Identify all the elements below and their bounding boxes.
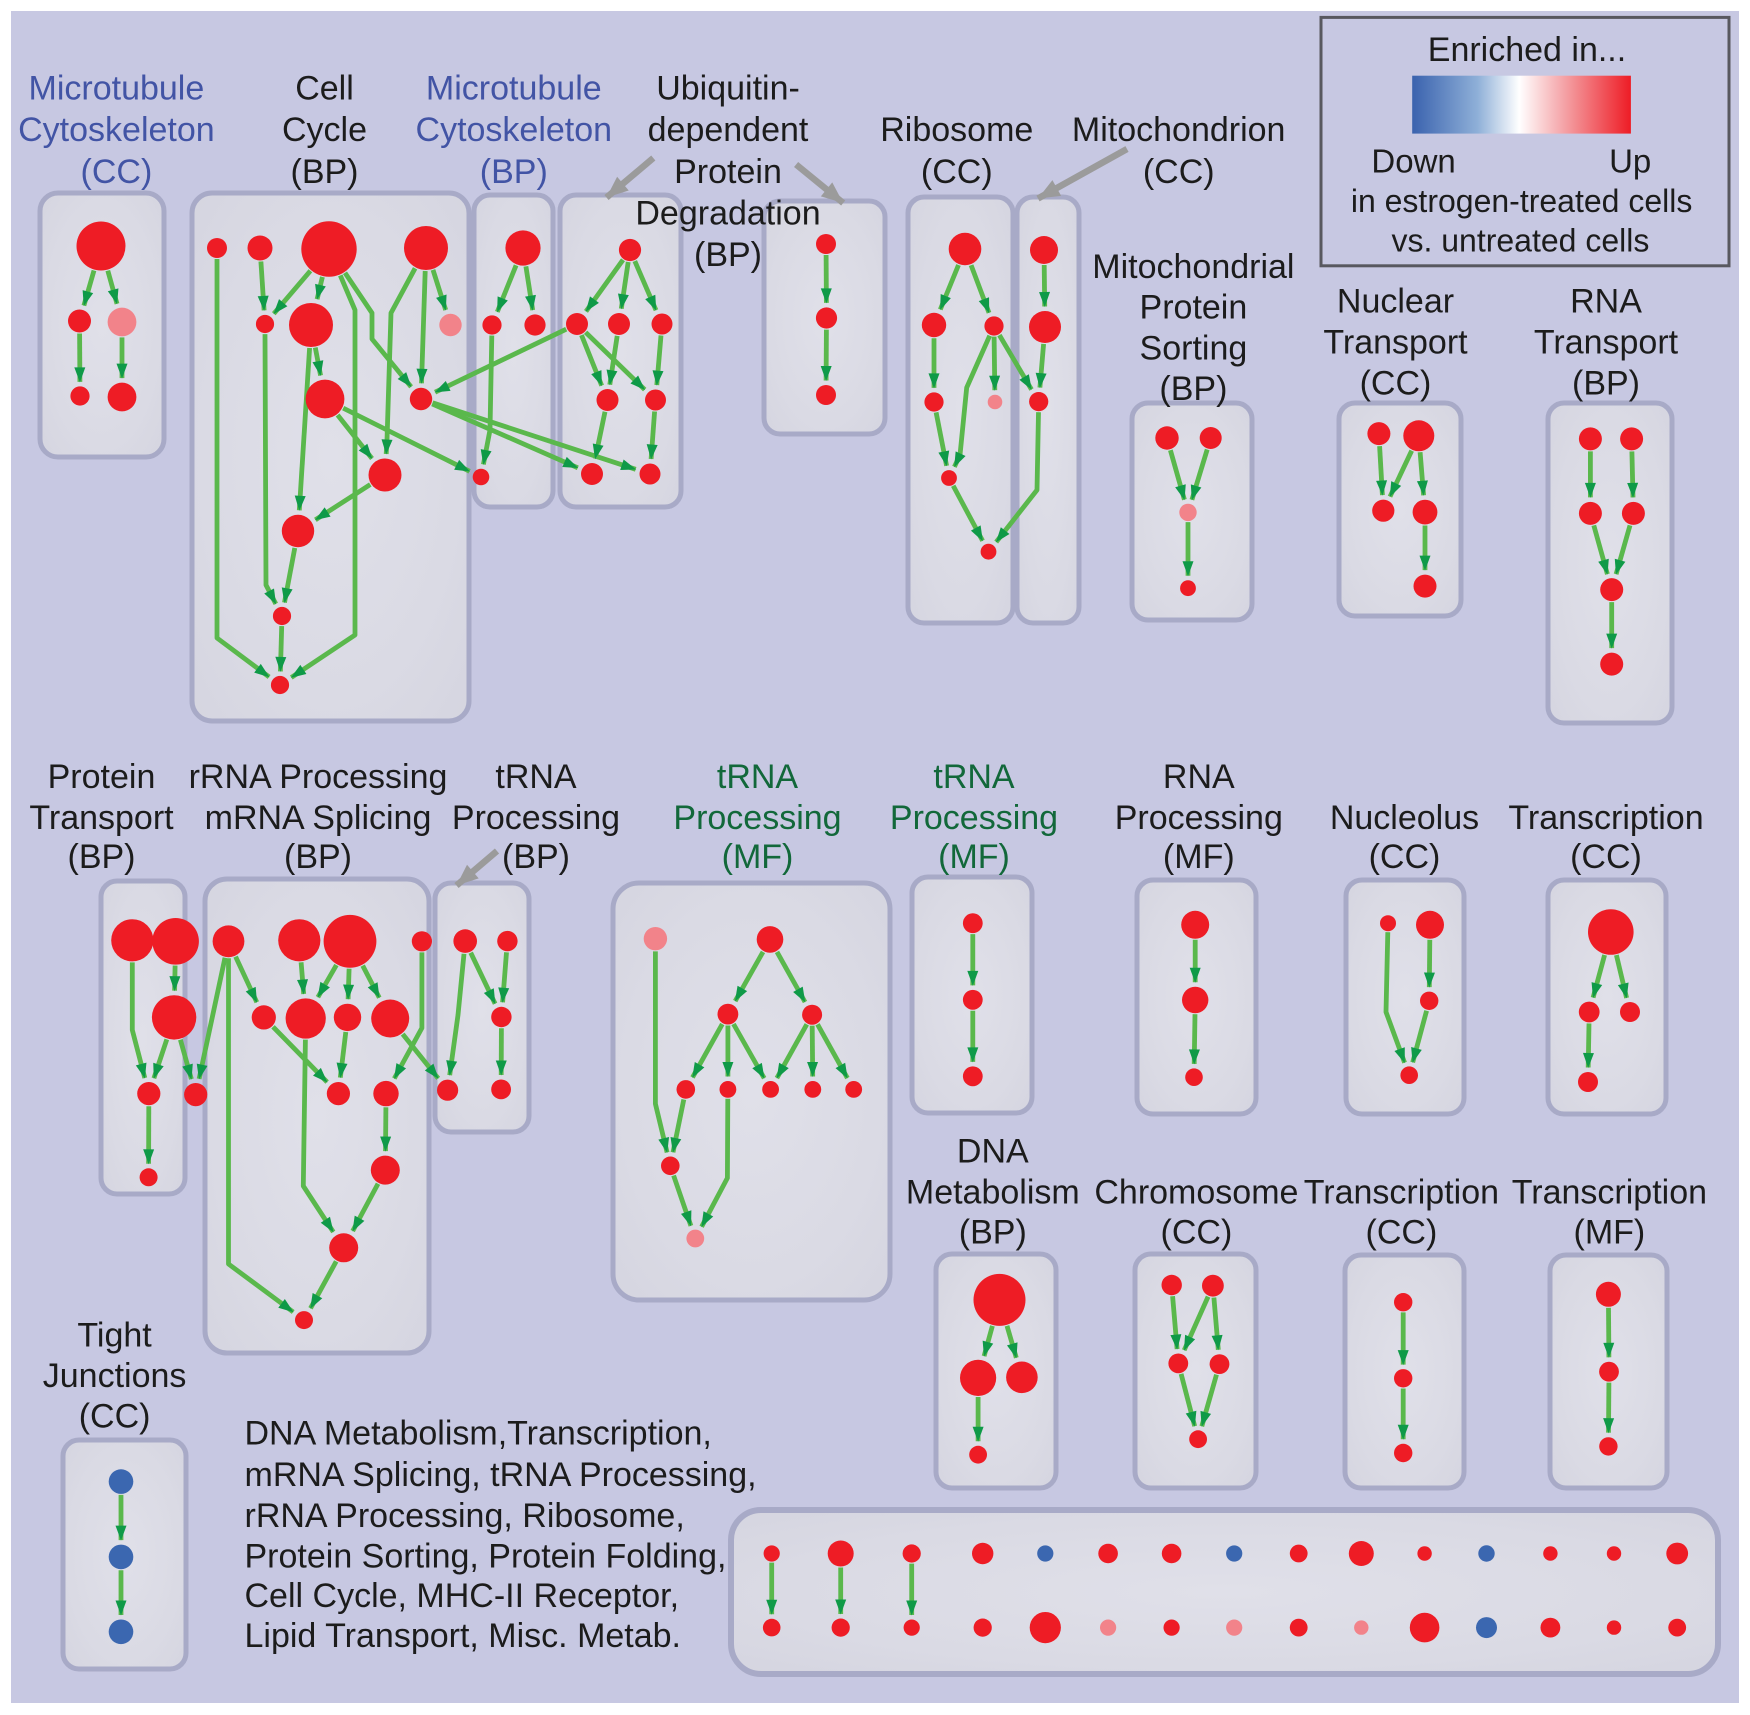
svg-text:(BP): (BP) [291,153,359,191]
svg-text:Cytoskeleton: Cytoskeleton [416,111,613,149]
svg-text:Chromosome: Chromosome [1094,1174,1298,1212]
svg-text:(CC): (CC) [1369,838,1441,876]
svg-text:(MF): (MF) [1574,1214,1646,1252]
svg-text:Enriched in...: Enriched in... [1428,31,1626,69]
svg-text:(MF): (MF) [1163,838,1235,876]
svg-text:dependent: dependent [648,111,809,149]
svg-text:(CC): (CC) [81,153,153,191]
svg-text:Transport: Transport [29,799,174,837]
svg-text:DNA: DNA [957,1133,1029,1171]
svg-text:(CC): (CC) [1366,1214,1438,1252]
svg-text:Degradation: Degradation [635,195,820,233]
svg-text:in estrogen-treated cells: in estrogen-treated cells [1351,183,1693,219]
svg-text:(BP): (BP) [284,838,352,876]
svg-text:Cell: Cell [295,70,354,108]
svg-text:(BP): (BP) [68,838,136,876]
svg-text:Processing: Processing [1115,799,1283,837]
svg-text:Transcription: Transcription [1508,799,1703,837]
svg-text:tRNA: tRNA [495,758,577,796]
svg-text:Protein: Protein [48,758,156,796]
svg-text:Microtubule: Microtubule [426,70,602,108]
svg-text:(BP): (BP) [1159,370,1227,408]
svg-text:Ribosome: Ribosome [880,111,1033,149]
svg-text:(CC): (CC) [1161,1214,1233,1252]
svg-text:Processing: Processing [890,799,1058,837]
svg-text:DNA Metabolism,Transcription,: DNA Metabolism,Transcription, [245,1415,712,1453]
svg-text:Ubiquitin-: Ubiquitin- [656,70,800,108]
svg-text:Up: Up [1609,143,1651,180]
svg-text:(BP): (BP) [959,1214,1027,1252]
svg-text:Protein: Protein [674,153,782,191]
svg-text:tRNA: tRNA [933,758,1015,796]
svg-text:(BP): (BP) [480,153,548,191]
svg-text:Cell Cycle, MHC-II Receptor,: Cell Cycle, MHC-II Receptor, [245,1577,680,1615]
svg-text:mRNA Splicing, tRNA Processing: mRNA Splicing, tRNA Processing, [245,1456,757,1494]
svg-text:RNA: RNA [1163,758,1235,796]
svg-text:Lipid Transport, Misc. Metab.: Lipid Transport, Misc. Metab. [245,1617,682,1655]
svg-text:Tight: Tight [77,1317,152,1355]
svg-text:Down: Down [1371,143,1455,180]
svg-text:(BP): (BP) [1572,365,1640,403]
svg-text:(CC): (CC) [1570,838,1642,876]
svg-text:(CC): (CC) [1360,365,1432,403]
svg-text:RNA: RNA [1570,283,1642,321]
svg-text:Transport: Transport [1323,324,1468,362]
svg-text:Mitochondrial: Mitochondrial [1092,248,1294,286]
svg-text:Junctions: Junctions [43,1357,187,1395]
svg-text:(CC): (CC) [1143,153,1215,191]
svg-text:Nucleolus: Nucleolus [1330,799,1479,837]
svg-text:Nuclear: Nuclear [1337,283,1454,321]
svg-text:Mitochondrion: Mitochondrion [1072,111,1286,149]
svg-text:Protein: Protein [1140,289,1248,327]
svg-text:Processing: Processing [673,799,841,837]
svg-text:Transcription: Transcription [1304,1174,1499,1212]
svg-text:Transport: Transport [1534,324,1679,362]
svg-text:Cytoskeleton: Cytoskeleton [18,111,215,149]
svg-text:rRNA Processing: rRNA Processing [189,758,448,796]
svg-text:Sorting: Sorting [1140,330,1248,368]
svg-text:(BP): (BP) [694,236,762,274]
svg-text:Cycle: Cycle [282,111,367,149]
svg-text:Microtubule: Microtubule [29,70,205,108]
svg-text:Processing: Processing [452,799,620,837]
svg-text:Protein Sorting, Protein Foldi: Protein Sorting, Protein Folding, [245,1537,727,1575]
svg-text:(BP): (BP) [502,838,570,876]
svg-text:(CC): (CC) [921,153,993,191]
svg-text:(MF): (MF) [938,838,1010,876]
svg-text:(CC): (CC) [79,1398,151,1436]
svg-text:Metabolism: Metabolism [906,1174,1080,1212]
svg-text:tRNA: tRNA [717,758,799,796]
svg-text:mRNA Splicing: mRNA Splicing [205,799,432,837]
svg-text:(MF): (MF) [722,838,794,876]
svg-text:Transcription: Transcription [1512,1174,1707,1212]
svg-text:rRNA Processing, Ribosome,: rRNA Processing, Ribosome, [245,1497,685,1535]
svg-text:vs. untreated cells: vs. untreated cells [1391,222,1649,258]
